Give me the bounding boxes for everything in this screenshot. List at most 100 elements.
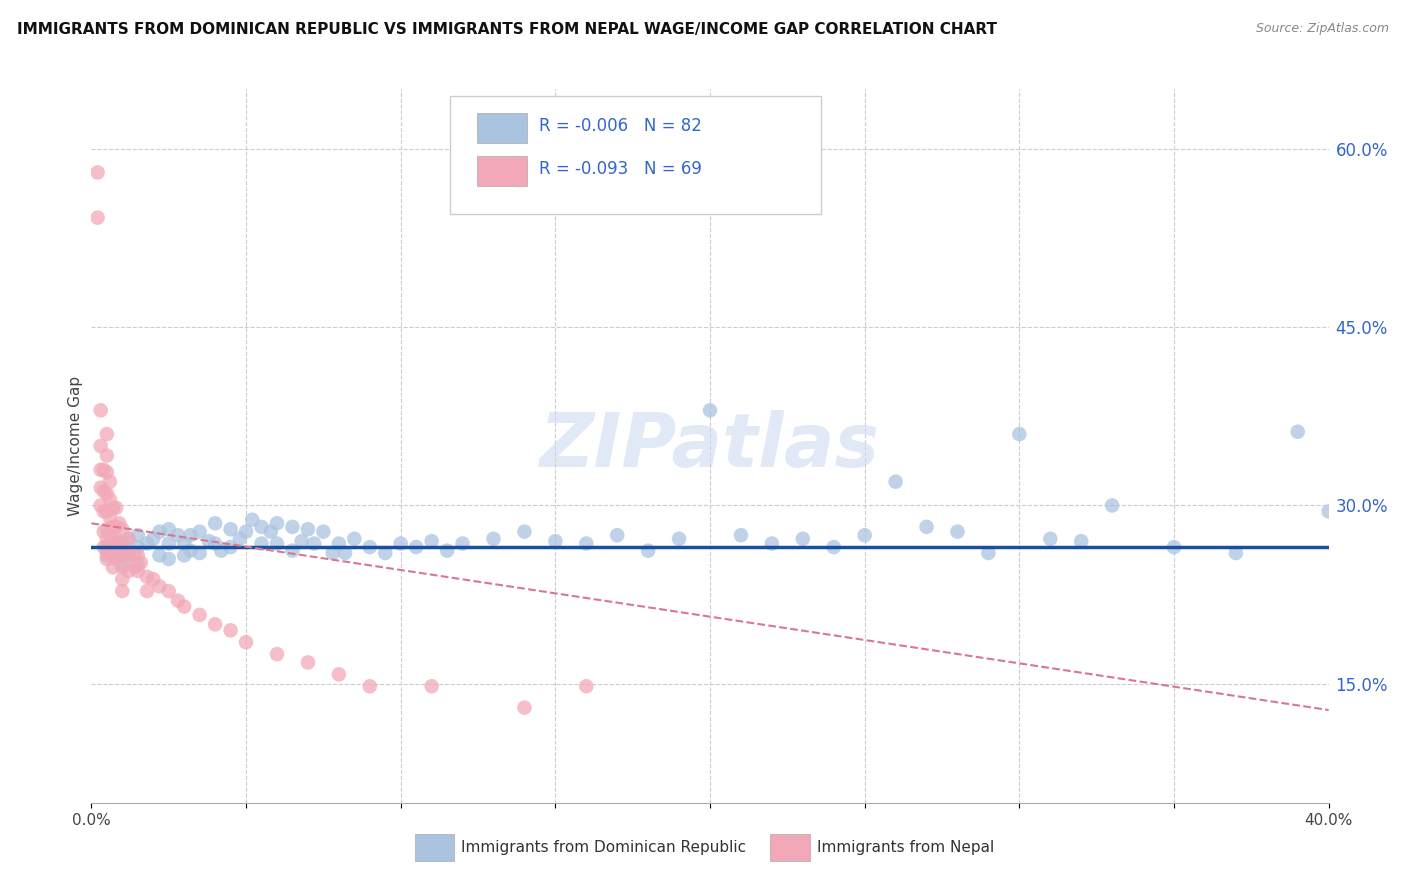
Point — [117, 549, 139, 563]
Point — [173, 549, 195, 563]
Point — [105, 520, 128, 534]
Point — [853, 528, 876, 542]
Point — [482, 532, 505, 546]
Point — [513, 524, 536, 539]
Point — [93, 484, 115, 499]
Point — [359, 540, 381, 554]
Point — [167, 528, 190, 542]
Point — [157, 584, 180, 599]
Point — [235, 524, 257, 539]
Point — [142, 532, 165, 546]
Point — [823, 540, 845, 554]
Point — [1317, 504, 1340, 518]
Point — [1101, 499, 1123, 513]
Point — [101, 549, 124, 563]
Text: R = -0.093   N = 69: R = -0.093 N = 69 — [540, 161, 702, 178]
Point — [167, 593, 190, 607]
Point — [157, 552, 180, 566]
Point — [204, 617, 226, 632]
Point — [124, 546, 146, 560]
Point — [260, 524, 283, 539]
Point — [96, 552, 118, 566]
Point — [204, 516, 226, 531]
Point — [111, 560, 134, 574]
Point — [204, 536, 226, 550]
Text: R = -0.006   N = 82: R = -0.006 N = 82 — [540, 118, 702, 136]
Point — [108, 549, 131, 563]
Point — [1225, 546, 1247, 560]
Point — [96, 504, 118, 518]
FancyBboxPatch shape — [478, 155, 527, 186]
Point — [343, 532, 366, 546]
Point — [229, 532, 252, 546]
Point — [730, 528, 752, 542]
Point — [136, 584, 159, 599]
Point — [250, 536, 273, 550]
Point — [105, 500, 128, 515]
Point — [111, 522, 134, 536]
Point — [946, 524, 969, 539]
Point — [142, 572, 165, 586]
Point — [513, 700, 536, 714]
Point — [179, 543, 201, 558]
Point — [312, 524, 335, 539]
Point — [606, 528, 628, 542]
Point — [322, 546, 344, 560]
Point — [235, 635, 257, 649]
Point — [127, 564, 149, 578]
Point — [266, 647, 288, 661]
Point — [219, 624, 242, 638]
Point — [129, 556, 152, 570]
Point — [359, 679, 381, 693]
Point — [96, 532, 118, 546]
Point — [188, 607, 211, 622]
Point — [108, 534, 131, 549]
Point — [188, 546, 211, 560]
Point — [111, 549, 134, 563]
Point — [668, 532, 690, 546]
Point — [575, 679, 598, 693]
Point — [105, 536, 128, 550]
Point — [792, 532, 814, 546]
Point — [111, 536, 134, 550]
Point — [575, 536, 598, 550]
Point — [209, 543, 232, 558]
Point — [699, 403, 721, 417]
Point — [405, 540, 427, 554]
Point — [297, 656, 319, 670]
Point — [96, 449, 118, 463]
Point — [127, 549, 149, 563]
Point — [544, 534, 567, 549]
Point — [101, 536, 124, 550]
Point — [105, 549, 128, 563]
Point — [915, 520, 938, 534]
Point — [328, 536, 350, 550]
Point — [111, 572, 134, 586]
Point — [90, 481, 112, 495]
Point — [96, 522, 118, 536]
Point — [90, 439, 112, 453]
Point — [977, 546, 1000, 560]
Point — [127, 540, 149, 554]
Point — [86, 165, 108, 179]
Point — [98, 475, 121, 489]
Point — [451, 536, 474, 550]
Point — [117, 564, 139, 578]
Point — [93, 504, 115, 518]
Point — [1070, 534, 1092, 549]
Point — [96, 540, 118, 554]
Point — [96, 543, 118, 558]
Point — [108, 516, 131, 531]
Point — [1039, 532, 1062, 546]
Point — [179, 528, 201, 542]
Point — [148, 549, 170, 563]
Text: IMMIGRANTS FROM DOMINICAN REPUBLIC VS IMMIGRANTS FROM NEPAL WAGE/INCOME GAP CORR: IMMIGRANTS FROM DOMINICAN REPUBLIC VS IM… — [17, 22, 997, 37]
Point — [328, 667, 350, 681]
Point — [1008, 427, 1031, 442]
Point — [111, 546, 134, 560]
Point — [127, 528, 149, 542]
Point — [93, 540, 115, 554]
Text: ZIPatlas: ZIPatlas — [540, 409, 880, 483]
Point — [436, 543, 458, 558]
Point — [266, 516, 288, 531]
